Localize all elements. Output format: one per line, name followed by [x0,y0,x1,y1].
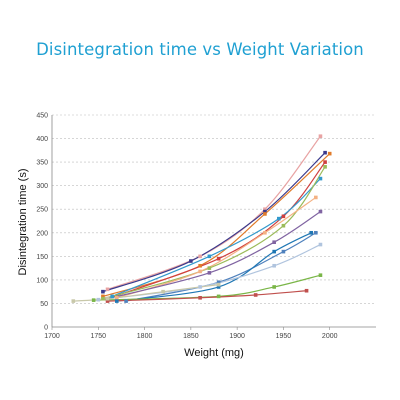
y-tick-label: 400 [36,136,48,143]
data-point [318,273,323,277]
chart-title: Disintegration time vs Weight Variation [36,40,364,59]
data-point [272,285,276,289]
data-point [115,299,119,303]
y-axis-label: Disintegration time (s) [17,169,29,276]
data-point [318,242,323,247]
y-tick-label: 0 [44,325,48,332]
data-point [198,263,202,268]
data-point [309,230,313,235]
data-point [101,296,105,301]
data-point [281,249,286,254]
x-tick-label: 1950 [276,333,292,340]
data-point [318,134,323,138]
data-point [105,287,110,292]
y-tick-label: 250 [36,207,48,214]
data-point [101,294,105,299]
data-point [314,195,318,200]
tick-labels: 0 50 100 150 200 250 300 350 400 450 1700 1750 1800 1… [36,113,337,341]
data-point [161,289,165,294]
data-point [71,299,76,303]
data-point [124,299,128,303]
data-point [272,249,276,254]
x-axis-label: Weight (mg) [184,347,244,359]
data-point [281,214,286,219]
y-tick-label: 300 [36,183,48,190]
data-point [189,259,193,263]
y-tick-label: 350 [36,160,48,167]
data-point [198,295,202,300]
x-tick-label: 1700 [44,333,60,340]
data-point [216,285,221,289]
series-line-3 [102,153,331,297]
x-tick-label: 1850 [183,333,199,340]
data-point [323,165,327,169]
data-point [281,223,286,228]
y-tick-label: 450 [36,113,48,120]
data-point [216,280,221,285]
data-point [314,230,318,235]
x-tick-label: 1800 [137,333,153,340]
series-line-12 [93,274,321,301]
data-point [96,297,101,302]
data-point [91,298,96,302]
data-point [272,263,276,268]
series-points [71,134,332,303]
y-tick-label: 50 [40,301,48,308]
data-point [105,299,110,303]
y-tick-label: 100 [36,277,48,284]
data-point [304,288,309,293]
data-point [207,254,212,259]
series-line-14 [73,284,219,302]
series-line-13 [107,290,307,302]
x-tick-label: 2000 [322,333,338,340]
y-tick-label: 150 [36,254,48,261]
data-point [327,151,332,156]
data-point [318,176,323,181]
data-point [216,282,221,287]
data-point [263,207,267,212]
data-point [318,209,323,214]
series-line-8 [107,211,321,300]
data-point [216,256,221,261]
data-point [263,209,267,214]
data-point [272,240,276,244]
series-line-2 [102,152,326,293]
series-line-10 [116,232,312,302]
data-point [198,269,202,274]
data-point [323,150,327,155]
series-line-4 [107,161,326,300]
x-tick-label: 1900 [229,333,245,340]
data-point [101,289,105,294]
series-line-1 [107,135,321,290]
axes [51,115,376,330]
y-tick-label: 200 [36,230,48,237]
data-point [323,160,327,164]
series-line-5 [111,178,321,297]
data-point [277,216,281,221]
data-point [253,293,258,297]
data-point [263,230,267,235]
data-point [263,212,267,216]
data-point [115,295,119,300]
data-point [105,296,110,301]
data-point [198,285,202,289]
series-lines [73,135,331,302]
data-point [110,294,114,299]
data-point [198,254,202,259]
data-point [207,266,212,270]
series-line-6 [102,166,326,300]
data-point [216,294,221,299]
data-point [207,271,212,275]
series-line-9 [125,232,317,302]
x-tick-label: 1750 [90,333,106,340]
grid [52,114,376,304]
